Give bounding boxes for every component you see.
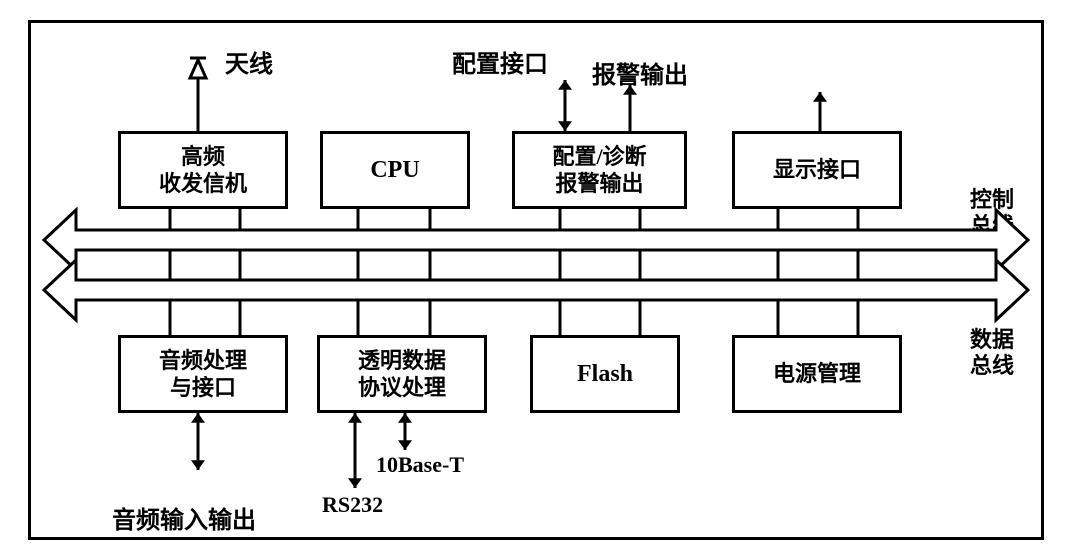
block-power-mgmt: 电源管理 <box>732 335 902 413</box>
pw-line1: 电源管理 <box>773 360 861 388</box>
disp-line1: 显示接口 <box>773 156 861 184</box>
outer-frame <box>28 20 1044 540</box>
fl-line1: Flash <box>577 359 633 389</box>
label-rs232: RS232 <box>322 492 383 518</box>
pro-line2: 协议处理 <box>358 374 446 402</box>
pro-line1: 透明数据 <box>358 347 446 375</box>
block-config-diag: 配置/诊断报警输出 <box>512 131 687 209</box>
label-ctrl-bus-2: 总线 <box>970 208 1014 240</box>
cpu-line1: CPU <box>370 155 419 185</box>
cfg-line1: 配置/诊断 <box>552 143 646 171</box>
label-alarm-out: 报警输出 <box>592 55 688 90</box>
aud-line1: 音频处理 <box>159 347 247 375</box>
rf-line2: 收发信机 <box>159 170 247 198</box>
label-config-port: 配置接口 <box>452 44 548 79</box>
cfg-line2: 报警输出 <box>555 170 643 198</box>
block-rf-transceiver: 高频收发信机 <box>118 131 288 209</box>
block-protocol: 透明数据协议处理 <box>317 335 487 413</box>
label-data-bus-2: 总线 <box>970 348 1014 380</box>
label-10base-t: 10Base-T <box>376 452 464 478</box>
block-flash: Flash <box>530 335 680 413</box>
rf-line1: 高频 <box>181 143 225 171</box>
block-audio-if: 音频处理与接口 <box>118 335 288 413</box>
label-antenna: 天线 <box>225 44 273 79</box>
label-audio-io: 音频输入输出 <box>112 500 256 535</box>
block-cpu: CPU <box>320 131 470 209</box>
aud-line2: 与接口 <box>170 374 236 402</box>
block-display-if: 显示接口 <box>732 131 902 209</box>
